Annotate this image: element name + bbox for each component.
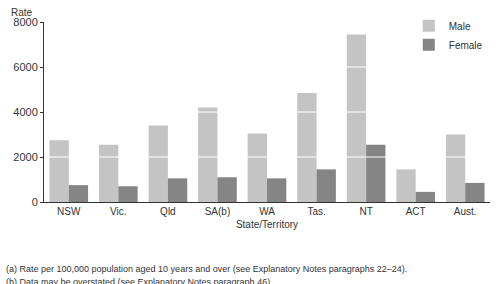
svg-text:Female: Female xyxy=(449,40,483,51)
svg-text:(a) Rate per 100,000 populatio: (a) Rate per 100,000 population aged 10 … xyxy=(6,264,407,274)
svg-text:ACT: ACT xyxy=(406,206,426,217)
svg-text:(b) Data may be overstated (se: (b) Data may be overstated (see Explanat… xyxy=(6,277,273,284)
svg-text:6000: 6000 xyxy=(13,61,37,73)
svg-text:SA(b): SA(b) xyxy=(205,206,231,217)
svg-text:4000: 4000 xyxy=(13,106,37,118)
svg-text:WA: WA xyxy=(259,206,275,217)
svg-text:8000: 8000 xyxy=(13,16,37,28)
svg-text:NT: NT xyxy=(359,206,372,217)
svg-text:State/Territory: State/Territory xyxy=(236,219,298,230)
svg-text:Rate: Rate xyxy=(11,7,33,18)
svg-text:NSW: NSW xyxy=(57,206,81,217)
svg-text:2000: 2000 xyxy=(13,151,37,163)
svg-text:Vic.: Vic. xyxy=(110,206,127,217)
svg-text:Qld: Qld xyxy=(160,206,176,217)
svg-text:Male: Male xyxy=(449,21,471,32)
svg-text:Aust.: Aust. xyxy=(454,206,477,217)
svg-text:0: 0 xyxy=(32,196,38,208)
svg-text:Tas.: Tas. xyxy=(307,206,325,217)
